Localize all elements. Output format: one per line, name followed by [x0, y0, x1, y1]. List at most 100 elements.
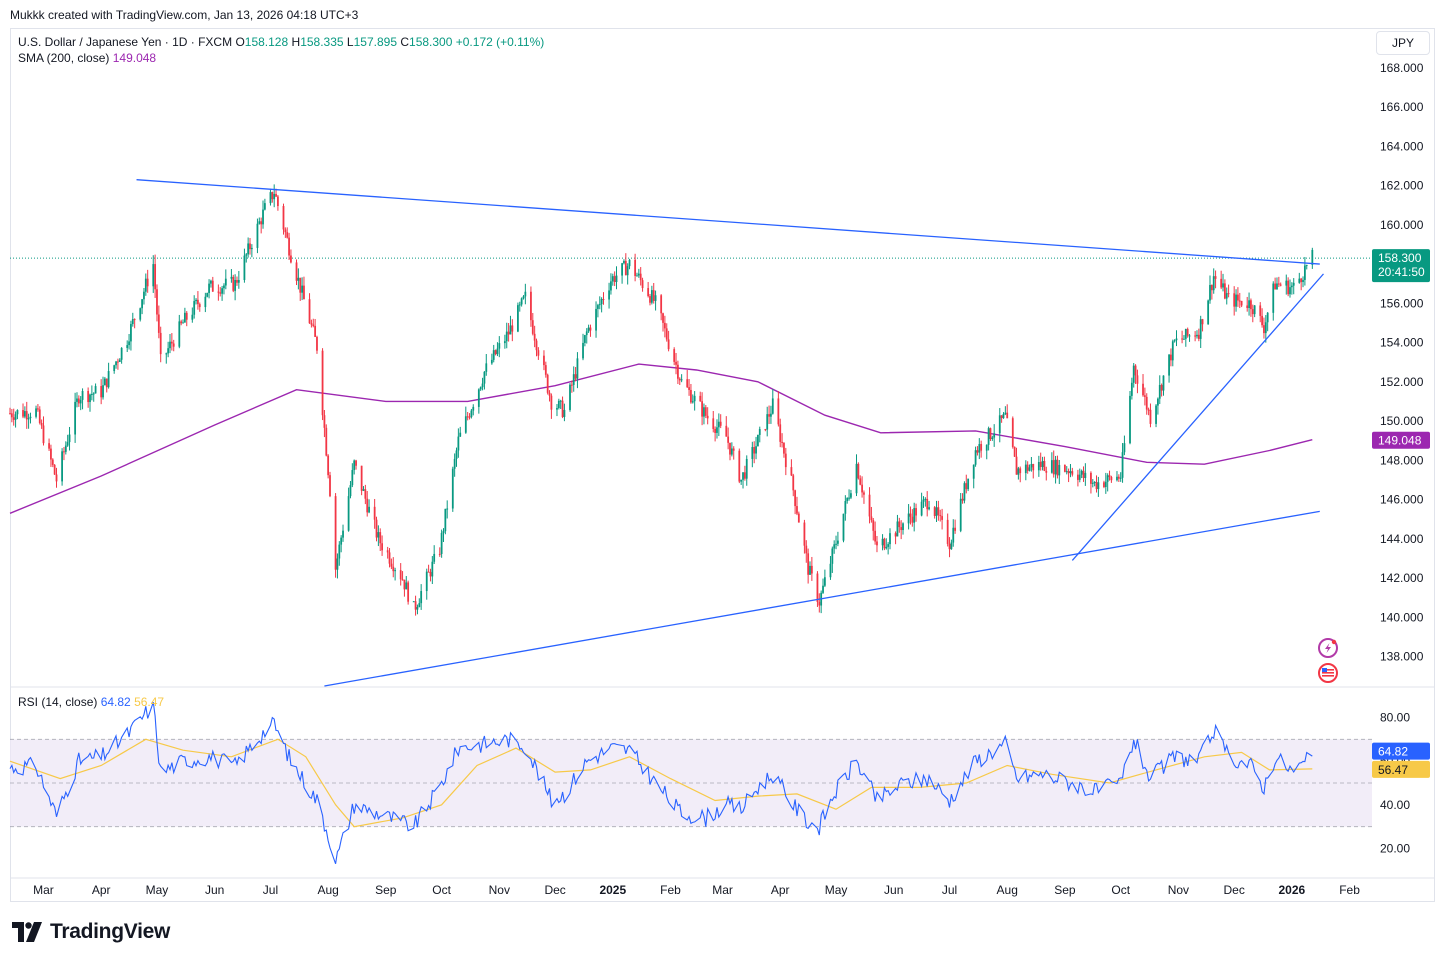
- candle-body: [1158, 384, 1161, 399]
- currency-button[interactable]: JPY: [1376, 31, 1430, 55]
- candle-body: [277, 196, 279, 207]
- sma-label: SMA (200, close): [18, 51, 110, 65]
- candle-body: [79, 399, 82, 404]
- candle-body: [1006, 412, 1009, 419]
- candle-body: [453, 458, 456, 469]
- time-tick-label: Jun: [205, 883, 224, 897]
- footer-branding[interactable]: TradingView: [12, 920, 170, 944]
- candle-body: [842, 513, 845, 541]
- candle-body: [51, 459, 54, 465]
- candle-body: [978, 444, 981, 453]
- candle-body: [952, 527, 955, 543]
- candle-body: [636, 275, 638, 277]
- candle-body: [844, 501, 847, 514]
- candle-body: [615, 275, 618, 283]
- lightning-icon[interactable]: [1318, 638, 1338, 658]
- candle-body: [993, 433, 996, 438]
- candle-body: [234, 279, 237, 291]
- candle-body: [260, 221, 263, 225]
- candle-body: [1149, 409, 1152, 424]
- candle-body: [924, 498, 927, 500]
- price-tick-label: 152.000: [1380, 375, 1424, 389]
- trendline: [324, 510, 1320, 687]
- candle-body: [1276, 283, 1278, 290]
- change-value: +0.172 (+0.11%): [455, 35, 545, 49]
- candle-body: [224, 278, 227, 286]
- axes-layer: 138.000 140.000 142.000 144.000 146.000 148.0…: [33, 61, 1424, 897]
- candle-body: [1050, 460, 1053, 473]
- symbol-legend[interactable]: U.S. Dollar / Japanese Yen · 1D · FXCM O…: [18, 35, 544, 49]
- candle-body: [66, 442, 69, 446]
- candle-body: [284, 229, 287, 233]
- chart-credit: Mukkk created with TradingView.com, Jan …: [10, 8, 359, 22]
- candle-body: [777, 398, 780, 425]
- price-tick-label: 150.000: [1380, 414, 1424, 428]
- rsi-legend[interactable]: RSI (14, close) 64.82 56.47: [18, 695, 164, 709]
- candle-body: [394, 570, 397, 572]
- candle-body: [976, 450, 979, 453]
- rsi-badge: [1372, 742, 1430, 760]
- candle-body: [1272, 283, 1275, 313]
- candle-body: [1132, 365, 1135, 383]
- candle-body: [818, 601, 821, 606]
- candle-body: [303, 285, 305, 300]
- candle-body: [600, 299, 603, 305]
- candle-body: [329, 475, 331, 497]
- candle-body: [850, 493, 852, 498]
- candle-body: [833, 544, 836, 549]
- candle-body: [589, 327, 592, 331]
- candle-body: [133, 319, 136, 321]
- candle-body: [745, 458, 748, 479]
- candle-body: [271, 192, 274, 200]
- tradingview-logo-icon: [12, 922, 42, 942]
- candle-body: [928, 507, 930, 510]
- candle-body: [167, 348, 170, 354]
- price-tick-label: 168.000: [1380, 61, 1424, 75]
- candle-body: [1071, 471, 1074, 475]
- candle-body: [1104, 481, 1107, 488]
- low-value: 157.895: [353, 35, 397, 49]
- candle-body: [25, 411, 28, 420]
- candle-body: [323, 415, 326, 428]
- candle-body: [898, 521, 901, 528]
- candle-body: [1024, 464, 1027, 474]
- candle-body: [792, 475, 795, 491]
- candle-body: [663, 322, 666, 329]
- trendline: [136, 179, 1320, 265]
- candle-body: [959, 498, 962, 531]
- candle-body: [712, 418, 715, 429]
- time-tick-label: Jun: [884, 883, 903, 897]
- candle-body: [366, 498, 369, 513]
- candle-body: [103, 378, 106, 386]
- sma-200-line: [9, 363, 1313, 514]
- sma-badge: [1372, 431, 1430, 449]
- candle-body: [1063, 464, 1066, 472]
- candle-body: [874, 530, 877, 542]
- candle-body: [1290, 285, 1293, 288]
- time-tick-label: Jul: [263, 883, 278, 897]
- candle-body: [732, 448, 735, 451]
- us-flag-icon[interactable]: [1318, 663, 1338, 683]
- candle-body: [987, 428, 990, 445]
- candle-body: [896, 521, 899, 537]
- candle-body: [191, 314, 194, 320]
- candle-body: [401, 579, 404, 581]
- candle-body: [574, 374, 577, 379]
- candle-body: [1251, 309, 1254, 315]
- candle-body: [334, 496, 337, 570]
- price-tick-label: 154.000: [1380, 336, 1424, 350]
- candle-body: [115, 361, 117, 366]
- price-tick-label: 156.000: [1380, 296, 1424, 310]
- candle-body: [1026, 464, 1029, 471]
- candle-body: [180, 321, 183, 324]
- candle-body: [1173, 340, 1176, 342]
- candle-body: [1199, 319, 1202, 339]
- candle-body: [743, 472, 746, 479]
- candle-body: [10, 413, 13, 418]
- sma-legend[interactable]: SMA (200, close) 149.048: [18, 51, 156, 65]
- open-value: 158.128: [244, 35, 289, 49]
- candle-body: [178, 321, 181, 347]
- time-tick-label: Oct: [1111, 883, 1130, 897]
- candle-body: [316, 336, 318, 351]
